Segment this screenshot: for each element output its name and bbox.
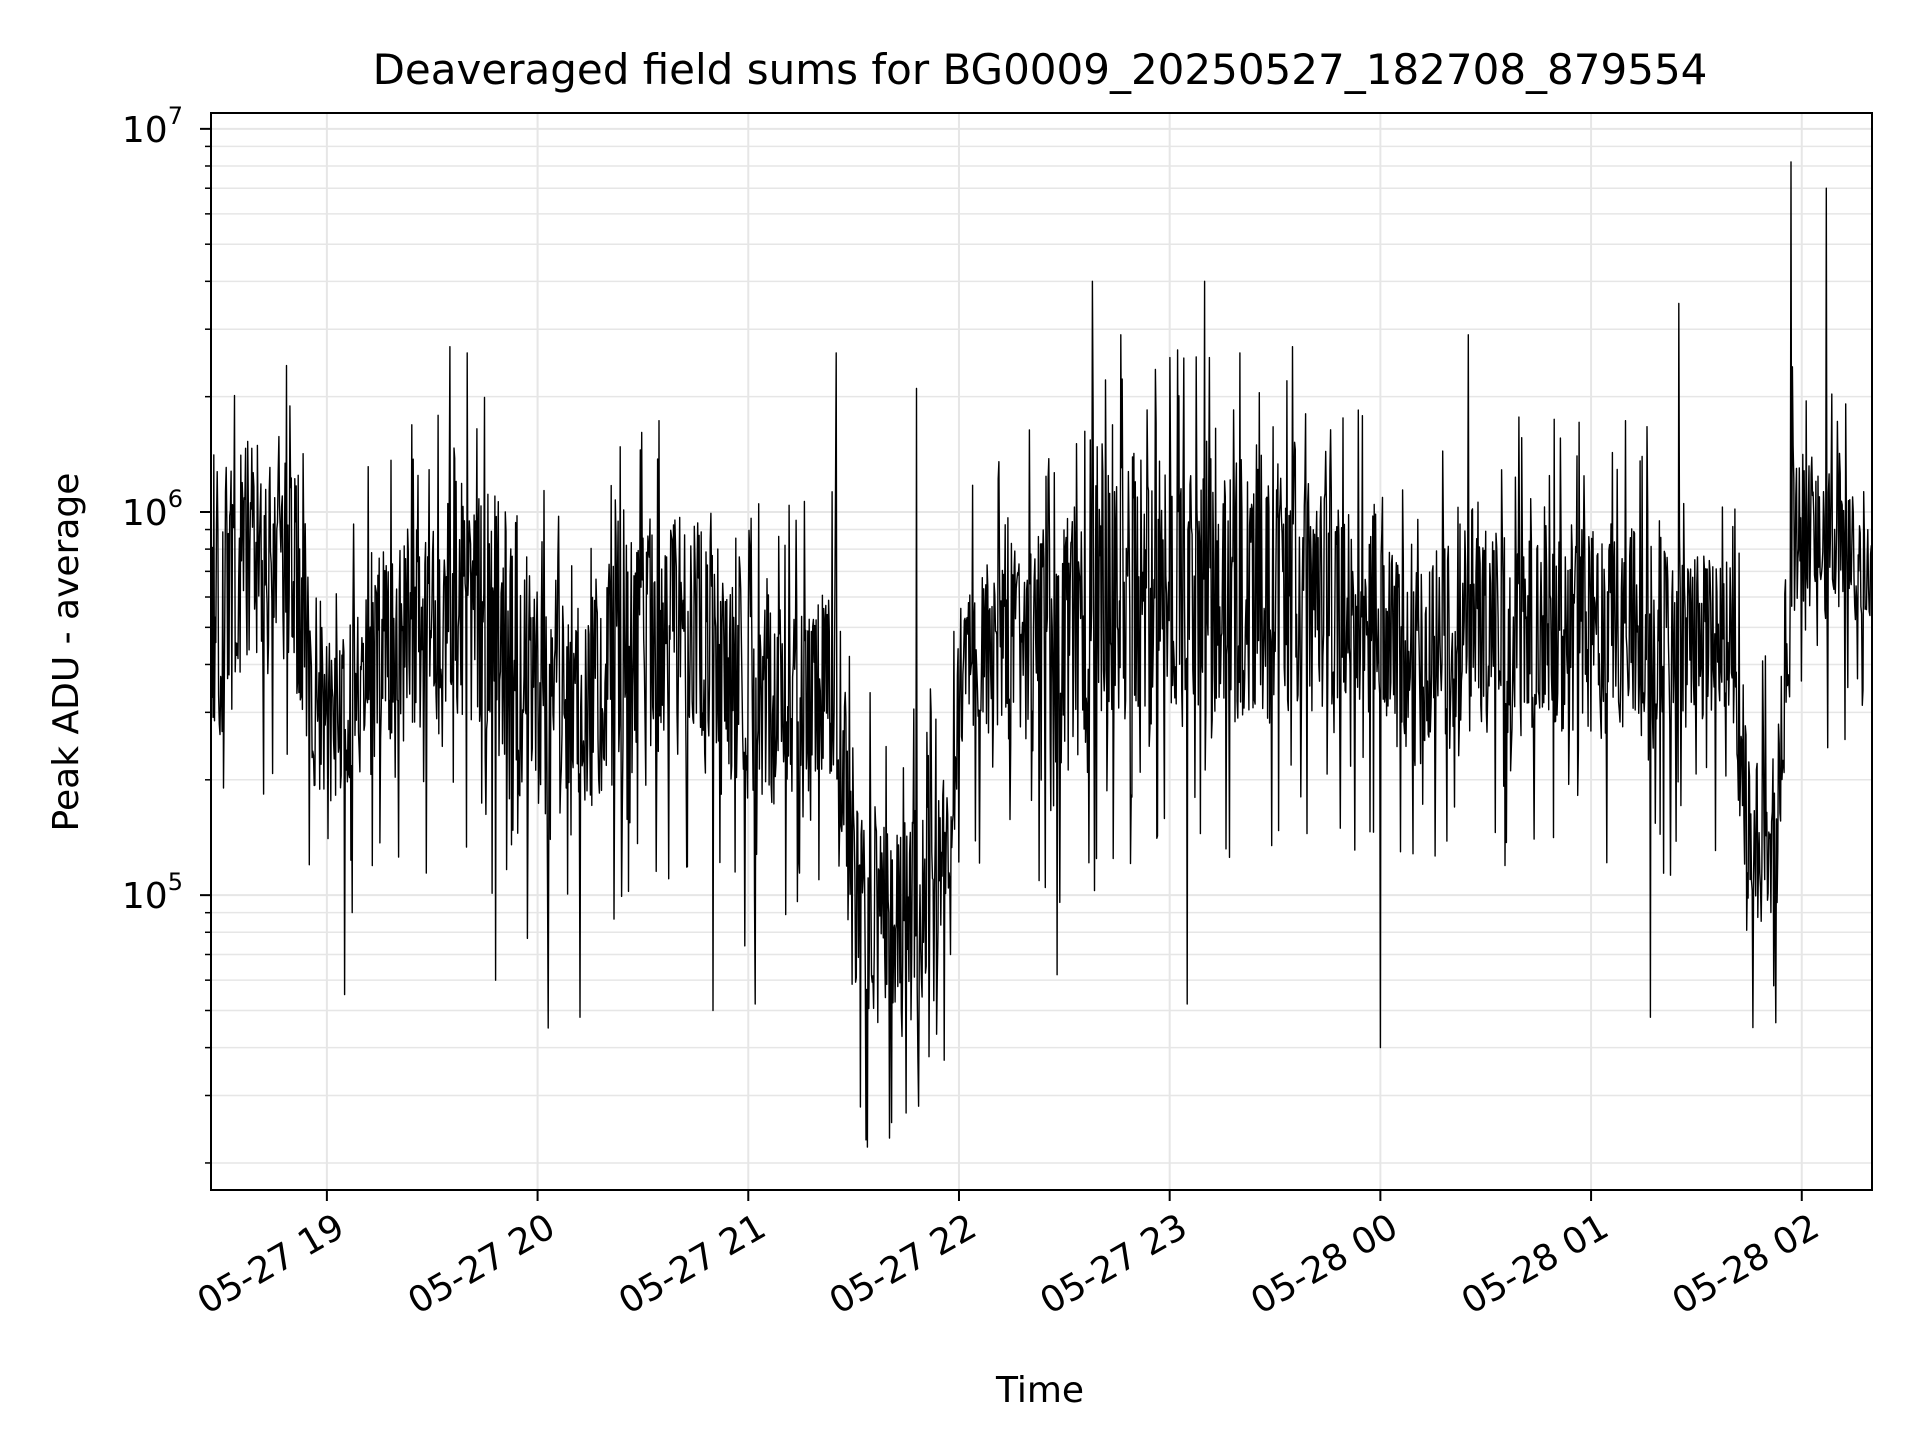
plot-frame (210, 112, 1873, 1191)
y-axis-label: Peak ADU - average (46, 473, 87, 832)
series-line (210, 161, 1873, 1148)
x-axis-label: Time (995, 1370, 1084, 1411)
chart-title: Deaveraged field sums for BG0009_2025052… (373, 45, 1708, 94)
series-path (210, 161, 1873, 1148)
